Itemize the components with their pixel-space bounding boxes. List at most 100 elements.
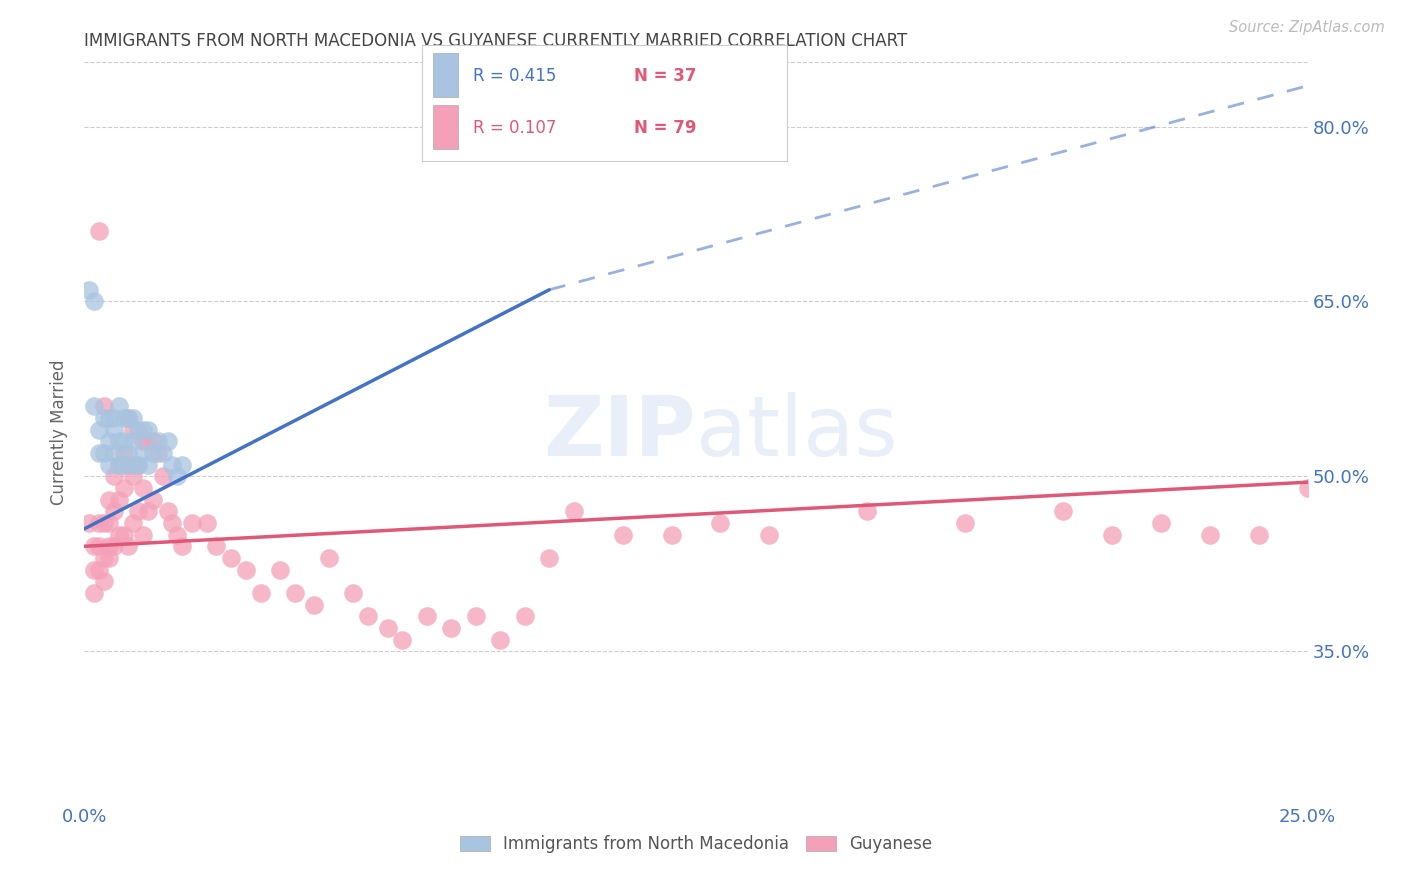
Point bbox=[103, 469, 125, 483]
Point bbox=[1150, 516, 1173, 530]
Point bbox=[87, 563, 110, 577]
Point bbox=[93, 574, 115, 589]
Point bbox=[112, 458, 135, 472]
Point bbox=[107, 492, 129, 507]
Point bbox=[87, 446, 110, 460]
Point bbox=[1101, 527, 1123, 541]
Point bbox=[181, 516, 204, 530]
Point bbox=[166, 469, 188, 483]
Point bbox=[93, 411, 115, 425]
Point bbox=[103, 446, 125, 460]
Point bbox=[83, 400, 105, 414]
Bar bbox=[433, 53, 458, 97]
Point bbox=[87, 516, 110, 530]
Point bbox=[127, 458, 149, 472]
Point bbox=[1296, 481, 1319, 495]
Text: IMMIGRANTS FROM NORTH MACEDONIA VS GUYANESE CURRENTLY MARRIED CORRELATION CHART: IMMIGRANTS FROM NORTH MACEDONIA VS GUYAN… bbox=[84, 32, 908, 50]
Point bbox=[152, 446, 174, 460]
Point bbox=[132, 423, 155, 437]
Point bbox=[127, 504, 149, 518]
Point bbox=[195, 516, 218, 530]
Point bbox=[1052, 504, 1074, 518]
Text: ZIP: ZIP bbox=[544, 392, 696, 473]
Point bbox=[112, 446, 135, 460]
Point bbox=[612, 527, 634, 541]
Y-axis label: Currently Married: Currently Married bbox=[51, 359, 69, 506]
Point bbox=[132, 481, 155, 495]
Point bbox=[127, 458, 149, 472]
Text: R = 0.415: R = 0.415 bbox=[472, 67, 557, 85]
Point bbox=[304, 598, 326, 612]
Point bbox=[162, 516, 184, 530]
Point bbox=[172, 539, 194, 553]
Point bbox=[112, 527, 135, 541]
Point bbox=[122, 411, 145, 425]
Point bbox=[97, 434, 120, 449]
Point bbox=[103, 411, 125, 425]
Point bbox=[112, 481, 135, 495]
Point bbox=[97, 539, 120, 553]
Point bbox=[77, 283, 100, 297]
Point bbox=[136, 434, 159, 449]
Point bbox=[284, 586, 307, 600]
Point bbox=[107, 400, 129, 414]
Point bbox=[97, 411, 120, 425]
Point bbox=[112, 411, 135, 425]
Point bbox=[117, 446, 139, 460]
Point bbox=[235, 563, 257, 577]
Text: N = 37: N = 37 bbox=[634, 67, 696, 85]
Point bbox=[146, 446, 169, 460]
Point bbox=[391, 632, 413, 647]
Point bbox=[122, 458, 145, 472]
Point bbox=[117, 539, 139, 553]
Point bbox=[93, 400, 115, 414]
Point bbox=[107, 527, 129, 541]
Point bbox=[142, 434, 165, 449]
Point bbox=[127, 423, 149, 437]
Point bbox=[93, 551, 115, 566]
Point bbox=[83, 539, 105, 553]
Point bbox=[87, 539, 110, 553]
Point bbox=[112, 434, 135, 449]
Point bbox=[661, 527, 683, 541]
Point bbox=[136, 423, 159, 437]
Point bbox=[357, 609, 380, 624]
Point bbox=[136, 458, 159, 472]
Point bbox=[172, 458, 194, 472]
Point bbox=[107, 434, 129, 449]
Point bbox=[513, 609, 536, 624]
Point bbox=[1247, 527, 1270, 541]
Text: Source: ZipAtlas.com: Source: ZipAtlas.com bbox=[1229, 20, 1385, 35]
Point bbox=[77, 516, 100, 530]
Point bbox=[97, 516, 120, 530]
Point bbox=[162, 458, 184, 472]
Point bbox=[758, 527, 780, 541]
Point bbox=[709, 516, 731, 530]
Point bbox=[342, 586, 364, 600]
Bar bbox=[433, 105, 458, 149]
Point bbox=[156, 504, 179, 518]
Point bbox=[156, 434, 179, 449]
Point bbox=[269, 563, 291, 577]
Point bbox=[83, 563, 105, 577]
Point bbox=[122, 434, 145, 449]
Point bbox=[142, 446, 165, 460]
Point bbox=[97, 458, 120, 472]
Point bbox=[103, 539, 125, 553]
Point bbox=[562, 504, 585, 518]
Point bbox=[117, 411, 139, 425]
Point bbox=[377, 621, 399, 635]
Point bbox=[83, 294, 105, 309]
Point bbox=[136, 504, 159, 518]
Point bbox=[142, 492, 165, 507]
Legend: Immigrants from North Macedonia, Guyanese: Immigrants from North Macedonia, Guyanes… bbox=[451, 826, 941, 861]
Point bbox=[132, 446, 155, 460]
Point bbox=[1198, 527, 1220, 541]
Point bbox=[152, 469, 174, 483]
Point bbox=[146, 434, 169, 449]
Point bbox=[856, 504, 879, 518]
Point bbox=[132, 527, 155, 541]
Point bbox=[166, 527, 188, 541]
Text: N = 79: N = 79 bbox=[634, 120, 696, 137]
Point bbox=[117, 411, 139, 425]
